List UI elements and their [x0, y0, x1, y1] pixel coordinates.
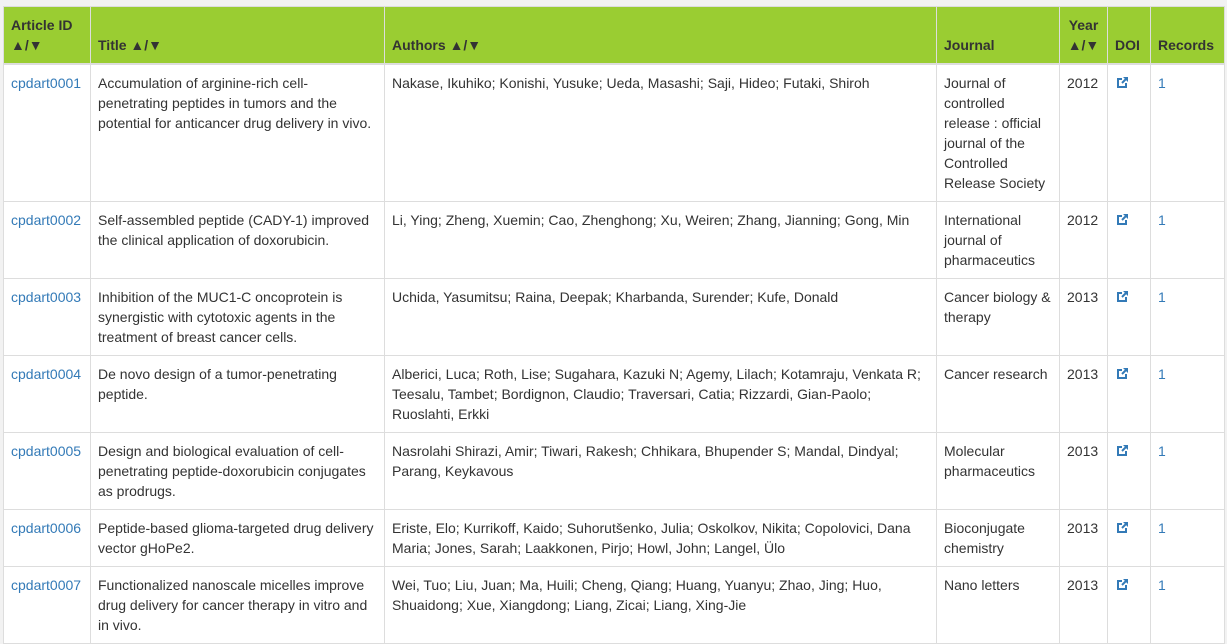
records-cell: 1 [1150, 63, 1225, 202]
records-cell: 1 [1150, 432, 1225, 510]
authors-cell: Nasrolahi Shirazi, Amir; Tiwari, Rakesh;… [384, 432, 937, 510]
journal-cell: Cancer research [936, 355, 1060, 433]
article-id-cell: cpdart0002 [3, 201, 91, 279]
article-id-link[interactable]: cpdart0007 [11, 577, 82, 593]
sort-toggle[interactable]: ▲/▼ [130, 37, 163, 53]
records-link[interactable]: 1 [1158, 212, 1166, 228]
records-cell: 1 [1150, 201, 1225, 279]
title-cell: De novo design of a tumor-penetrating pe… [90, 355, 385, 433]
table-row: cpdart0003 Inhibition of the MUC1-C onco… [3, 278, 1225, 356]
article-id-cell: cpdart0001 [3, 63, 91, 202]
journal-cell: Cancer biology & therapy [936, 278, 1060, 356]
records-cell: 1 [1150, 278, 1225, 356]
journal-cell: Molecular pharmaceutics [936, 432, 1060, 510]
records-link[interactable]: 1 [1158, 289, 1166, 305]
article-id-link[interactable]: cpdart0006 [11, 520, 82, 536]
journal-cell: International journal of pharmaceutics [936, 201, 1060, 279]
authors-cell: Wei, Tuo; Liu, Juan; Ma, Huili; Cheng, Q… [384, 566, 937, 644]
records-link[interactable]: 1 [1158, 443, 1166, 459]
header-doi: DOI [1107, 6, 1151, 65]
authors-cell: Nakase, Ikuhiko; Konishi, Yusuke; Ueda, … [384, 63, 937, 202]
article-id-link[interactable]: cpdart0003 [11, 289, 82, 305]
doi-cell [1107, 566, 1151, 644]
external-link-icon[interactable] [1115, 76, 1143, 90]
sort-toggle[interactable]: ▲/▼ [11, 37, 43, 53]
journal-cell: Bioconjugate chemistry [936, 509, 1060, 567]
table-row: cpdart0007 Functionalized nanoscale mice… [3, 566, 1225, 644]
article-id-link[interactable]: cpdart0001 [11, 75, 82, 91]
header-row: Article ID ▲/▼ Title ▲/▼ Authors ▲/▼ Jour… [3, 6, 1225, 65]
external-link-icon[interactable] [1115, 578, 1143, 592]
authors-cell: Alberici, Luca; Roth, Lise; Sugahara, Ka… [384, 355, 937, 433]
sort-toggle[interactable]: ▲/▼ [1067, 37, 1100, 53]
header-label: Article ID [11, 17, 73, 33]
table-row: cpdart0005 Design and biological evaluat… [3, 432, 1225, 510]
article-id-cell: cpdart0007 [3, 566, 91, 644]
year-cell: 2012 [1059, 63, 1108, 202]
authors-cell: Li, Ying; Zheng, Xuemin; Cao, Zhenghong;… [384, 201, 937, 279]
header-title: Title ▲/▼ [90, 6, 385, 65]
header-article-id: Article ID ▲/▼ [3, 6, 91, 65]
external-link-icon[interactable] [1115, 521, 1143, 535]
header-records: Records [1150, 6, 1225, 65]
year-cell: 2013 [1059, 355, 1108, 433]
title-cell: Design and biological evaluation of cell… [90, 432, 385, 510]
records-link[interactable]: 1 [1158, 520, 1166, 536]
title-cell: Inhibition of the MUC1-C oncoprotein is … [90, 278, 385, 356]
year-cell: 2013 [1059, 566, 1108, 644]
title-cell: Peptide-based glioma-targeted drug deliv… [90, 509, 385, 567]
article-id-link[interactable]: cpdart0002 [11, 212, 82, 228]
table-row: cpdart0002 Self-assembled peptide (CADY-… [3, 201, 1225, 279]
authors-cell: Eriste, Elo; Kurrikoff, Kaido; Suhorutše… [384, 509, 937, 567]
records-link[interactable]: 1 [1158, 577, 1166, 593]
records-cell: 1 [1150, 355, 1225, 433]
journal-cell: Nano letters [936, 566, 1060, 644]
article-id-cell: cpdart0003 [3, 278, 91, 356]
records-link[interactable]: 1 [1158, 75, 1166, 91]
external-link-icon[interactable] [1115, 290, 1143, 304]
table-row: cpdart0001 Accumulation of arginine-rich… [3, 63, 1225, 202]
doi-cell [1107, 278, 1151, 356]
records-link[interactable]: 1 [1158, 366, 1166, 382]
title-cell: Self-assembled peptide (CADY-1) improved… [90, 201, 385, 279]
table-row: cpdart0004 De novo design of a tumor-pen… [3, 355, 1225, 433]
header-label: Title [98, 37, 127, 53]
year-cell: 2013 [1059, 432, 1108, 510]
doi-cell [1107, 355, 1151, 433]
header-authors: Authors ▲/▼ [384, 6, 937, 65]
doi-cell [1107, 509, 1151, 567]
external-link-icon[interactable] [1115, 444, 1143, 458]
doi-cell [1107, 201, 1151, 279]
article-id-link[interactable]: cpdart0005 [11, 443, 82, 459]
table-row: cpdart0006 Peptide-based glioma-targeted… [3, 509, 1225, 567]
header-year: Year ▲/▼ [1059, 6, 1108, 65]
header-label: Authors [392, 37, 446, 53]
external-link-icon[interactable] [1115, 367, 1143, 381]
authors-cell: Uchida, Yasumitsu; Raina, Deepak; Kharba… [384, 278, 937, 356]
doi-cell [1107, 432, 1151, 510]
sort-toggle[interactable]: ▲/▼ [449, 37, 482, 53]
doi-cell [1107, 63, 1151, 202]
title-cell: Functionalized nanoscale micelles improv… [90, 566, 385, 644]
year-cell: 2013 [1059, 509, 1108, 567]
year-cell: 2012 [1059, 201, 1108, 279]
header-label: Year [1068, 17, 1099, 33]
article-id-cell: cpdart0004 [3, 355, 91, 433]
external-link-icon[interactable] [1115, 213, 1143, 227]
article-id-link[interactable]: cpdart0004 [11, 366, 82, 382]
articles-table: Article ID ▲/▼ Title ▲/▼ Authors ▲/▼ Jour… [3, 6, 1225, 644]
year-cell: 2013 [1059, 278, 1108, 356]
header-journal: Journal [936, 6, 1060, 65]
article-id-cell: cpdart0005 [3, 432, 91, 510]
records-cell: 1 [1150, 509, 1225, 567]
article-id-cell: cpdart0006 [3, 509, 91, 567]
journal-cell: Journal of controlled release : official… [936, 63, 1060, 202]
title-cell: Accumulation of arginine-rich cell-penet… [90, 63, 385, 202]
records-cell: 1 [1150, 566, 1225, 644]
